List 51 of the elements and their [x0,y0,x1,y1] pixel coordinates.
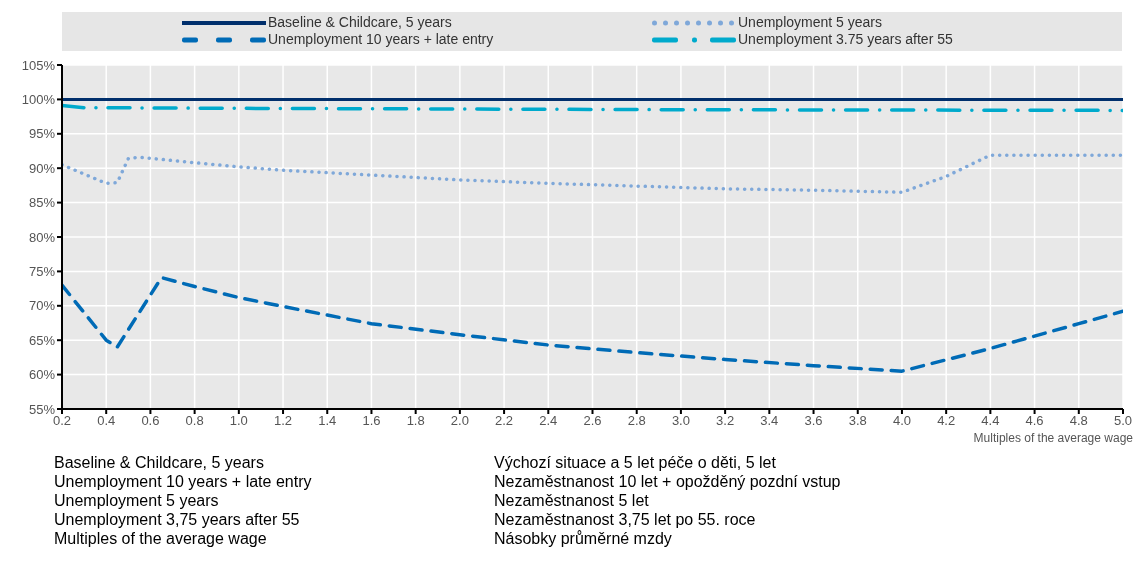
legend-label: Unemployment 10 years + late entry [268,31,494,48]
x-tick-label: 1.0 [229,413,248,429]
text: Nezaměstnanost 10 let + opožděný pozdní vstup [494,472,842,491]
y-tick-label: 95% [28,126,56,142]
y-tick-label: 85% [28,195,56,211]
x-tick-label: 3.6 [804,413,823,429]
y-tick-label: 70% [28,298,56,314]
x-tick-label: 1.4 [318,413,337,429]
legend-label: Unemployment 3.75 years after 55 [738,31,953,48]
x-tick-label: 3.4 [760,413,779,429]
text: Unemployment 10 years + late entry [54,472,313,491]
x-tick-label: 3.0 [671,413,690,429]
y-tick-label: 80% [28,229,56,245]
y-tick-label: 100% [21,92,56,108]
y-tick-label: 65% [28,332,56,348]
x-tick-label: 0.8 [185,413,204,429]
x-tick-label: 4.8 [1069,413,1088,429]
y-tick-label: 75% [28,264,56,280]
text: Multiples of the average wage [54,529,268,548]
text: Násobky průměrné mzdy [494,529,673,548]
x-tick-label: 1.2 [274,413,293,429]
x-axis-title: Multiples of the average wage [973,431,1133,445]
x-tick-label: 4.4 [981,413,1000,429]
x-tick-label: 0.4 [97,413,116,429]
x-tick-label: 2.8 [627,413,646,429]
x-tick-label: 3.2 [716,413,735,429]
text: Nezaměstnanost 3,75 let po 55. roce [494,510,757,529]
x-tick-label: 4.0 [892,413,911,429]
x-tick-label: 4.6 [1025,413,1044,429]
line-series [62,153,1123,195]
legend-label: Baseline & Childcare, 5 years [268,14,452,31]
x-tick-label: 2.6 [583,413,602,429]
text: Baseline & Childcare, 5 years [54,453,265,472]
y-tick-label: 105% [21,57,56,73]
x-tick-label: 2.2 [495,413,514,429]
x-tick-label: 1.8 [406,413,425,429]
legend-label: Unemployment 5 years [738,14,882,31]
x-tick-label: 4.2 [937,413,956,429]
x-tick-label: 5.0 [1113,413,1133,429]
text: Nezaměstnanost 5 let [494,491,650,510]
x-tick-label: 2.0 [450,413,469,429]
y-tick-label: 90% [28,160,56,176]
line-series [62,275,1123,373]
x-tick-label: 1.6 [362,413,381,429]
text: Unemployment 5 years [54,491,220,510]
y-tick-label: 60% [28,367,56,383]
text: Výchozí situace a 5 let péče o děti, 5 let [494,453,777,472]
x-tick-label: 0.6 [141,413,160,429]
x-tick-label: 3.8 [848,413,867,429]
text: Unemployment 3,75 years after 55 [54,510,301,529]
x-tick-label: 2.4 [539,413,558,429]
